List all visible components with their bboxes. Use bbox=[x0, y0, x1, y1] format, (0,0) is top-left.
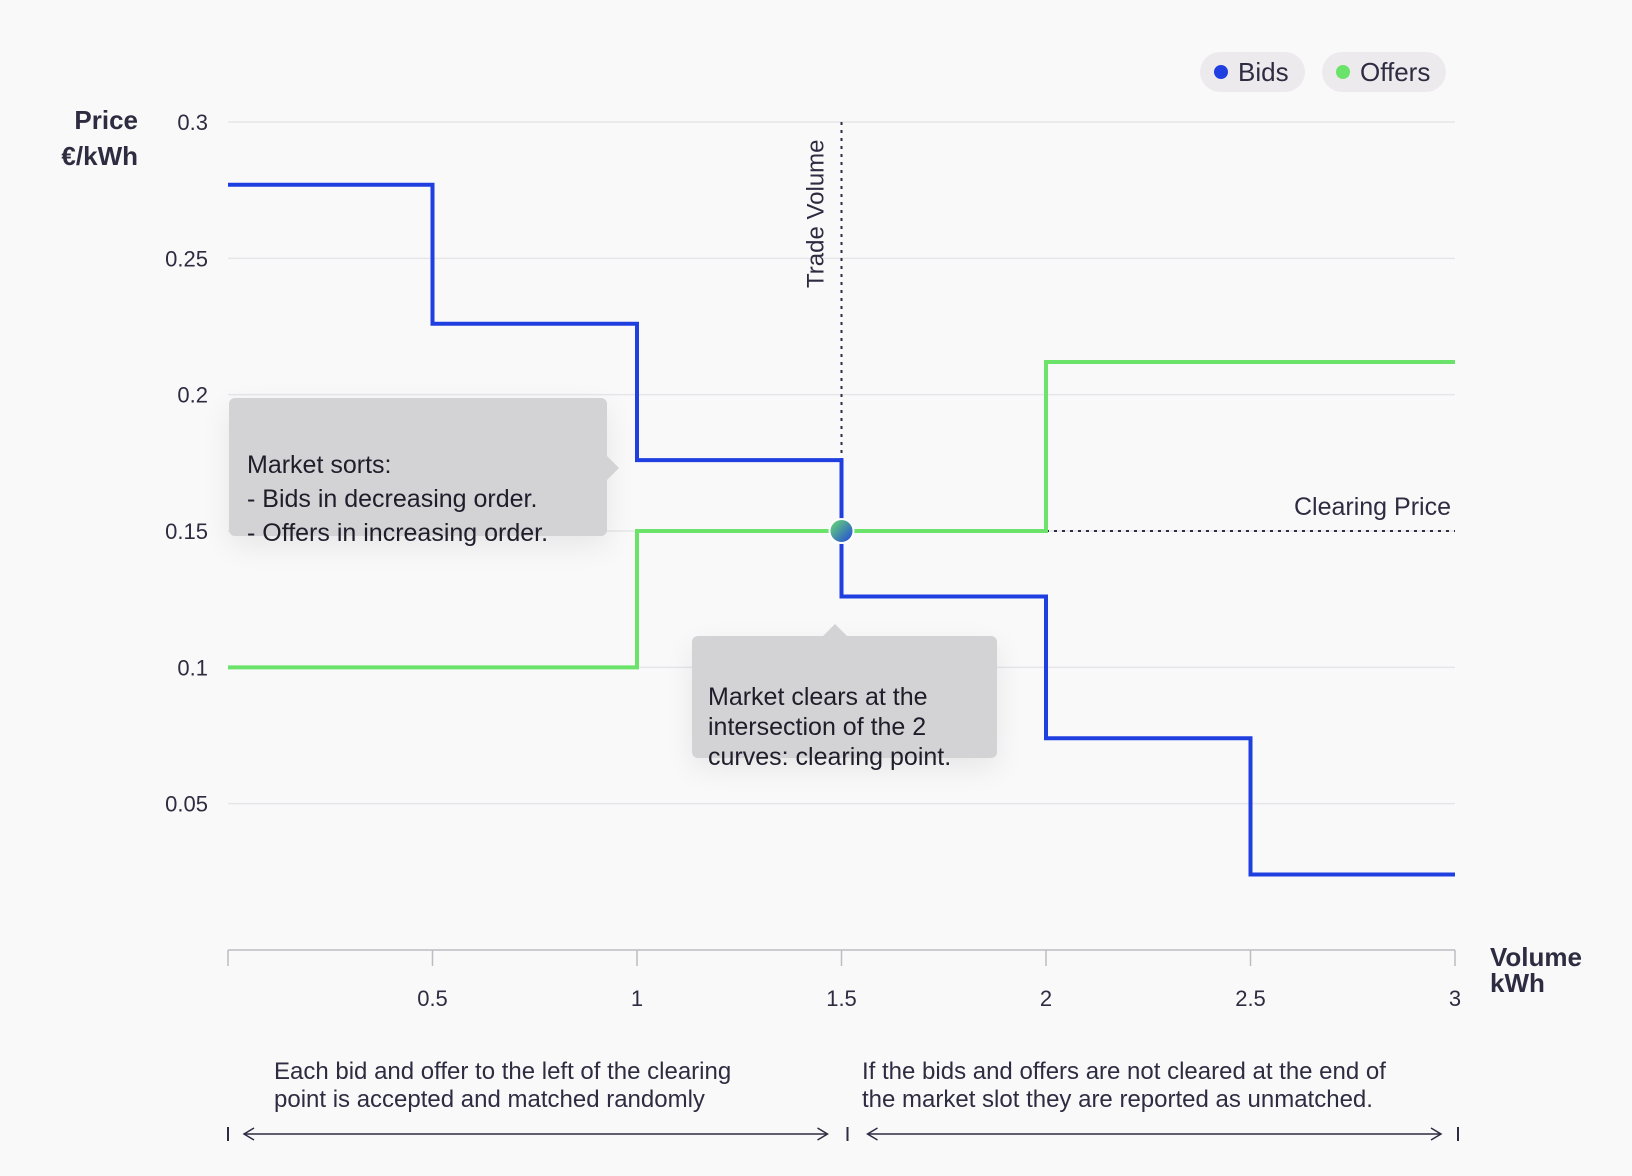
clearing-price-label: Clearing Price bbox=[1294, 493, 1451, 521]
x-tick-label: 3 bbox=[1449, 986, 1461, 1011]
x-tick-label: 1.5 bbox=[826, 986, 857, 1011]
legend-item-offers[interactable]: Offers bbox=[1322, 52, 1447, 92]
x-axis-label: Volume kWh bbox=[1490, 942, 1582, 998]
offers-dot-icon bbox=[1336, 65, 1350, 79]
callout-market-sorts: Market sorts: - Bids in decreasing order… bbox=[229, 398, 619, 547]
x-tick-label: 0.5 bbox=[417, 986, 448, 1011]
callout-arrow-up-icon bbox=[823, 624, 847, 636]
arrow-head-left-icon bbox=[866, 1127, 878, 1141]
arrow-head-right-icon bbox=[1430, 1127, 1443, 1141]
bottom-range-arrows bbox=[227, 1127, 1459, 1141]
arrow-head-left-icon bbox=[242, 1127, 255, 1141]
markers bbox=[828, 518, 855, 544]
y-axis-label: Price €/kWh bbox=[61, 105, 138, 171]
legend-offers-label: Offers bbox=[1360, 56, 1431, 87]
x-tick-label: 2.5 bbox=[1235, 986, 1266, 1011]
callout-market-clears-text: Market clears at the intersection of the… bbox=[708, 683, 952, 771]
note-right: If the bids and offers are not cleared a… bbox=[862, 1058, 1386, 1113]
x-axis: 0.5 1 1.5 2 2.5 3 bbox=[227, 949, 1461, 1011]
y-tick-label: 0.1 bbox=[177, 655, 208, 680]
legend-bids-label: Bids bbox=[1238, 56, 1289, 87]
trade-volume-label: Trade Volume bbox=[803, 139, 830, 288]
legend-item-bids[interactable]: Bids bbox=[1200, 52, 1305, 92]
arrow-head-right-icon bbox=[817, 1127, 829, 1141]
callout-market-sorts-text: Market sorts: - Bids in decreasing order… bbox=[247, 451, 549, 547]
y-tick-label: 0.3 bbox=[177, 110, 208, 135]
bids-dot-icon bbox=[1214, 65, 1228, 79]
callout-market-clears: Market clears at the intersection of the… bbox=[692, 624, 997, 771]
clearing-point-marker bbox=[828, 518, 855, 544]
x-tick-label: 1 bbox=[631, 986, 643, 1011]
y-tick-label: 0.25 bbox=[165, 246, 208, 271]
y-tick-labels: 0.05 0.1 0.15 0.2 0.25 0.3 bbox=[165, 110, 208, 817]
x-tick-label: 2 bbox=[1040, 986, 1052, 1011]
callout-arrow-right-icon bbox=[607, 456, 619, 480]
y-tick-label: 0.05 bbox=[165, 792, 208, 817]
guide-lines: Trade Volume Clearing Price bbox=[803, 122, 1455, 532]
note-left: Each bid and offer to the left of the cl… bbox=[274, 1058, 732, 1113]
y-tick-label: 0.15 bbox=[165, 519, 208, 544]
y-tick-label: 0.2 bbox=[177, 383, 208, 408]
